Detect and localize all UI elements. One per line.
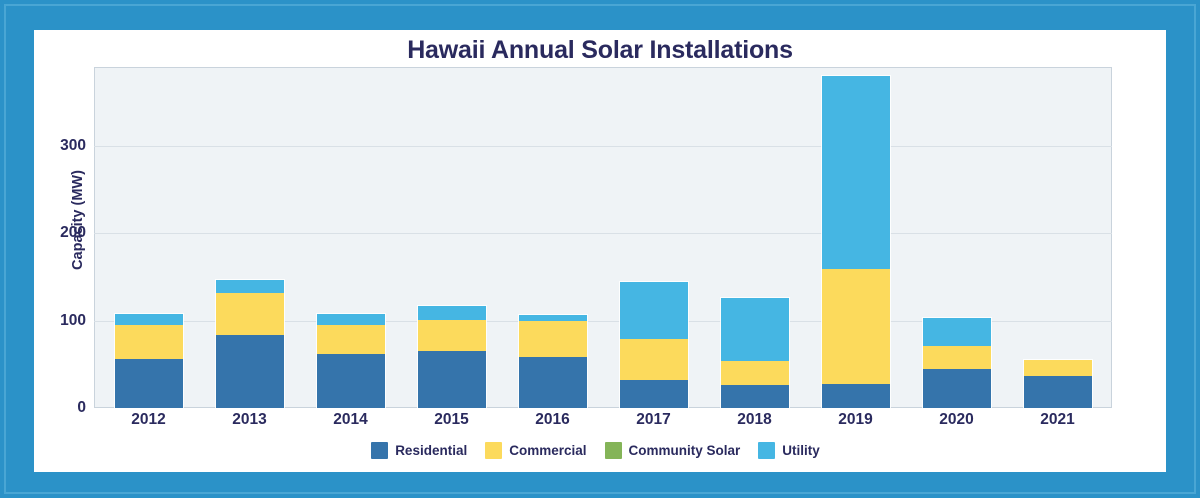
bar-segment-commercial[interactable] <box>417 319 486 351</box>
bar-stack[interactable] <box>820 74 891 408</box>
chart-legend: Residential Commercial Community Solar Util… <box>34 442 1166 459</box>
bar-segment-residential[interactable] <box>720 385 789 408</box>
bar-segment-utility[interactable] <box>114 313 183 325</box>
bar-segment-residential[interactable] <box>114 358 183 408</box>
legend-item-residential[interactable]: Residential <box>371 442 467 459</box>
x-axis-ticks: 2012 2013 2014 2015 2016 2017 2018 2019 2020 2021 <box>94 411 1112 429</box>
bar-segment-utility[interactable] <box>720 297 789 362</box>
bar-column[interactable] <box>1022 67 1093 408</box>
bar-segment-residential[interactable] <box>417 350 486 408</box>
bar-segment-utility[interactable] <box>417 305 486 320</box>
bar-column[interactable] <box>214 67 285 408</box>
x-tick-label: 2013 <box>232 411 267 428</box>
legend-swatch-icon <box>758 442 776 459</box>
bar-column[interactable] <box>315 67 386 408</box>
bar-column[interactable] <box>517 67 588 408</box>
bar-stack[interactable] <box>517 313 588 408</box>
legend-label: Community Solar <box>628 443 741 458</box>
legend-label: Residential <box>395 443 468 458</box>
bar-column[interactable] <box>820 67 891 408</box>
bar-segment-commercial[interactable] <box>619 338 688 381</box>
legend-item-commercial[interactable]: Commercial <box>485 442 587 459</box>
chart-card: Hawaii Annual Solar Installations Capaci… <box>34 30 1166 472</box>
legend-item-community-solar[interactable]: Community Solar <box>604 442 741 459</box>
bar-column[interactable] <box>618 67 689 408</box>
x-tick-label: 2012 <box>131 411 166 428</box>
x-tick-label: 2019 <box>838 411 873 428</box>
bar-segment-residential[interactable] <box>215 335 284 408</box>
y-axis-title: Capacity (MW) <box>70 170 86 270</box>
bar-segment-commercial[interactable] <box>1023 360 1092 377</box>
bar-stack[interactable] <box>214 279 285 408</box>
legend-swatch-icon <box>371 442 389 459</box>
legend-label: Utility <box>782 443 820 458</box>
legend-swatch-icon <box>485 442 503 459</box>
chart-title: Hawaii Annual Solar Installations <box>407 36 793 64</box>
bar-segment-commercial[interactable] <box>114 324 183 359</box>
bar-segment-commercial[interactable] <box>720 361 789 386</box>
x-tick-label: 2016 <box>535 411 570 428</box>
bar-segment-utility[interactable] <box>821 75 890 270</box>
bar-segment-residential[interactable] <box>316 354 385 408</box>
y-tick-label: 300 <box>60 136 86 154</box>
bar-segment-commercial[interactable] <box>316 324 385 355</box>
bar-stack[interactable] <box>315 312 386 408</box>
y-tick-label: 0 <box>77 399 86 416</box>
gridline <box>94 320 1112 322</box>
bar-column[interactable] <box>921 67 992 408</box>
bar-segment-commercial[interactable] <box>821 269 890 385</box>
bar-stack[interactable] <box>416 304 487 408</box>
plot-wrapper: 0 100 200 300 <box>60 67 1112 416</box>
legend-swatch-icon <box>604 442 622 459</box>
legend-item-utility[interactable]: Utility <box>758 442 820 459</box>
bar-column[interactable] <box>416 67 487 408</box>
bar-series-group <box>94 67 1112 408</box>
bar-stack[interactable] <box>719 296 790 408</box>
bar-segment-utility[interactable] <box>619 282 688 339</box>
bar-segment-residential[interactable] <box>518 356 587 408</box>
x-tick-label: 2020 <box>939 411 974 428</box>
bar-stack[interactable] <box>618 281 689 408</box>
gridline <box>94 145 1112 147</box>
x-tick-label: 2018 <box>737 411 772 428</box>
bar-segment-commercial[interactable] <box>518 321 587 357</box>
legend-label: Commercial <box>509 443 587 458</box>
y-tick-label: 100 <box>60 311 86 329</box>
x-tick-label: 2017 <box>636 411 671 428</box>
bar-segment-residential[interactable] <box>619 380 688 408</box>
bar-segment-utility[interactable] <box>922 318 991 346</box>
bar-segment-utility[interactable] <box>215 280 284 293</box>
bar-segment-commercial[interactable] <box>215 292 284 336</box>
bar-stack[interactable] <box>113 312 184 408</box>
bar-segment-utility[interactable] <box>518 314 587 322</box>
bar-segment-residential[interactable] <box>821 384 890 408</box>
bar-segment-commercial[interactable] <box>922 345 991 370</box>
x-tick-label: 2015 <box>434 411 469 428</box>
bar-column[interactable] <box>719 67 790 408</box>
gridline <box>94 233 1112 235</box>
bar-stack[interactable] <box>921 317 992 408</box>
bar-column[interactable] <box>113 67 184 408</box>
y-tick-label: 200 <box>60 224 86 242</box>
bar-stack[interactable] <box>1022 359 1093 408</box>
bar-segment-utility[interactable] <box>316 313 385 325</box>
bar-segment-residential[interactable] <box>922 369 991 408</box>
bar-segment-residential[interactable] <box>1023 376 1092 408</box>
x-tick-label: 2021 <box>1040 411 1075 428</box>
x-tick-label: 2014 <box>333 411 368 428</box>
